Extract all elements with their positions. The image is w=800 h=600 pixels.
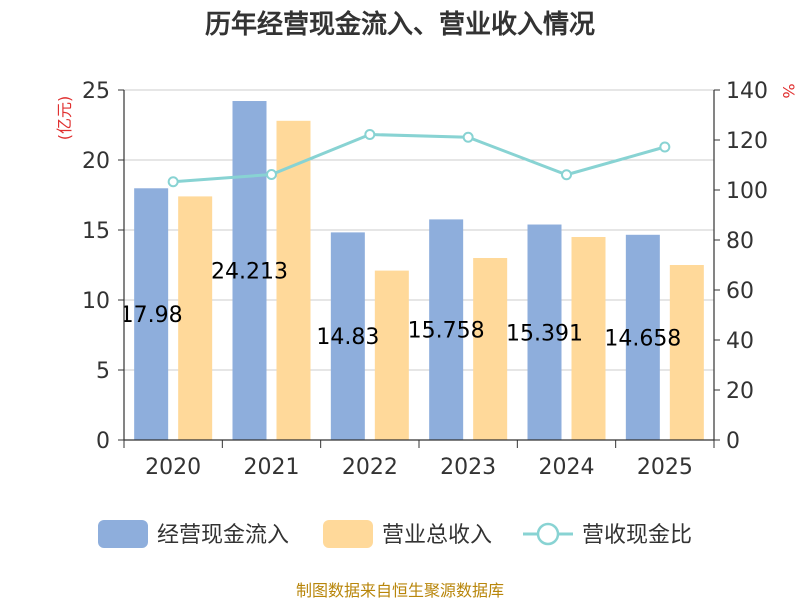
- ratio-line: [167, 129, 671, 188]
- right-tick-label: 100: [726, 179, 768, 204]
- left-tick-label: 0: [96, 429, 110, 454]
- bar-value-label: 15.391: [506, 321, 583, 346]
- right-tick-label: 40: [726, 329, 754, 354]
- right-tick-label: 80: [726, 229, 754, 254]
- x-axis-ticks: 2020 2021 2022 2023 2024 2025: [123, 440, 715, 480]
- bar-value-label: 15.758: [408, 319, 485, 344]
- ratio-point: [659, 141, 671, 153]
- x-tick-label: 2025: [637, 455, 693, 480]
- legend-label-ratio: 营收现金比: [582, 523, 692, 548]
- bar-revenue: [473, 258, 508, 440]
- right-tick-label: 120: [726, 129, 768, 154]
- right-tick-label: 0: [726, 429, 740, 454]
- ratio-point: [266, 169, 277, 180]
- bar-revenue: [178, 196, 213, 440]
- bar-cash-inflow: [429, 219, 464, 440]
- x-tick-label: 2021: [244, 455, 300, 480]
- right-tick-label: 140: [726, 79, 768, 104]
- ratio-point: [462, 131, 474, 143]
- left-tick-label: 15: [82, 219, 110, 244]
- bar-labels: 17.98 24.213 14.83 15.758 15.391 14.658: [120, 260, 681, 352]
- bar-value-label: 14.83: [316, 325, 379, 350]
- left-axis-ticks: 0 5 10 15 20 25: [82, 79, 124, 454]
- bar-cash-inflow: [625, 234, 660, 440]
- x-tick-label: 2024: [539, 455, 595, 480]
- bar-cash-inflow: [232, 101, 267, 440]
- right-tick-label: 60: [726, 279, 754, 304]
- bars: [134, 101, 704, 441]
- left-tick-label: 10: [82, 289, 110, 314]
- legend-swatch-cash-inflow: [98, 520, 148, 548]
- ratio-point: [167, 176, 179, 188]
- bar-cash-inflow: [330, 232, 365, 440]
- legend-marker-ratio: [536, 522, 560, 546]
- chart-title: 历年经营现金流入、营业收入情况: [205, 9, 595, 40]
- right-axis-unit: %: [779, 83, 798, 98]
- bar-value-label: 14.658: [604, 326, 681, 351]
- left-tick-label: 5: [96, 359, 110, 384]
- x-tick-label: 2020: [145, 455, 201, 480]
- right-tick-label: 20: [726, 379, 754, 404]
- x-tick-label: 2022: [342, 455, 398, 480]
- bar-revenue: [276, 120, 311, 441]
- bar-cash-inflow: [134, 188, 169, 440]
- legend-label-revenue: 营业总收入: [382, 523, 492, 548]
- left-tick-label: 20: [82, 149, 110, 174]
- ratio-line-path: [173, 132, 666, 184]
- bar-value-label: 24.213: [211, 260, 288, 285]
- left-axis-unit: (亿元): [55, 96, 74, 141]
- x-tick-label: 2023: [440, 455, 496, 480]
- bar-cash-inflow: [527, 224, 562, 440]
- bar-revenue: [374, 270, 409, 440]
- legend-label-cash-inflow: 经营现金流入: [157, 523, 289, 548]
- ratio-point: [364, 129, 376, 140]
- bar-value-label: 17.98: [120, 303, 183, 328]
- right-axis-ticks: 0 20 40 60 80 100 120 140: [714, 79, 768, 454]
- data-source: 制图数据来自恒生聚源数据库: [296, 581, 504, 600]
- legend-swatch-revenue: [323, 520, 373, 548]
- left-tick-label: 25: [82, 79, 110, 104]
- bar-revenue: [571, 237, 606, 440]
- legend: 经营现金流入 营业总收入 营收现金比: [98, 520, 692, 548]
- bar-revenue: [669, 265, 704, 440]
- ratio-point: [561, 169, 572, 181]
